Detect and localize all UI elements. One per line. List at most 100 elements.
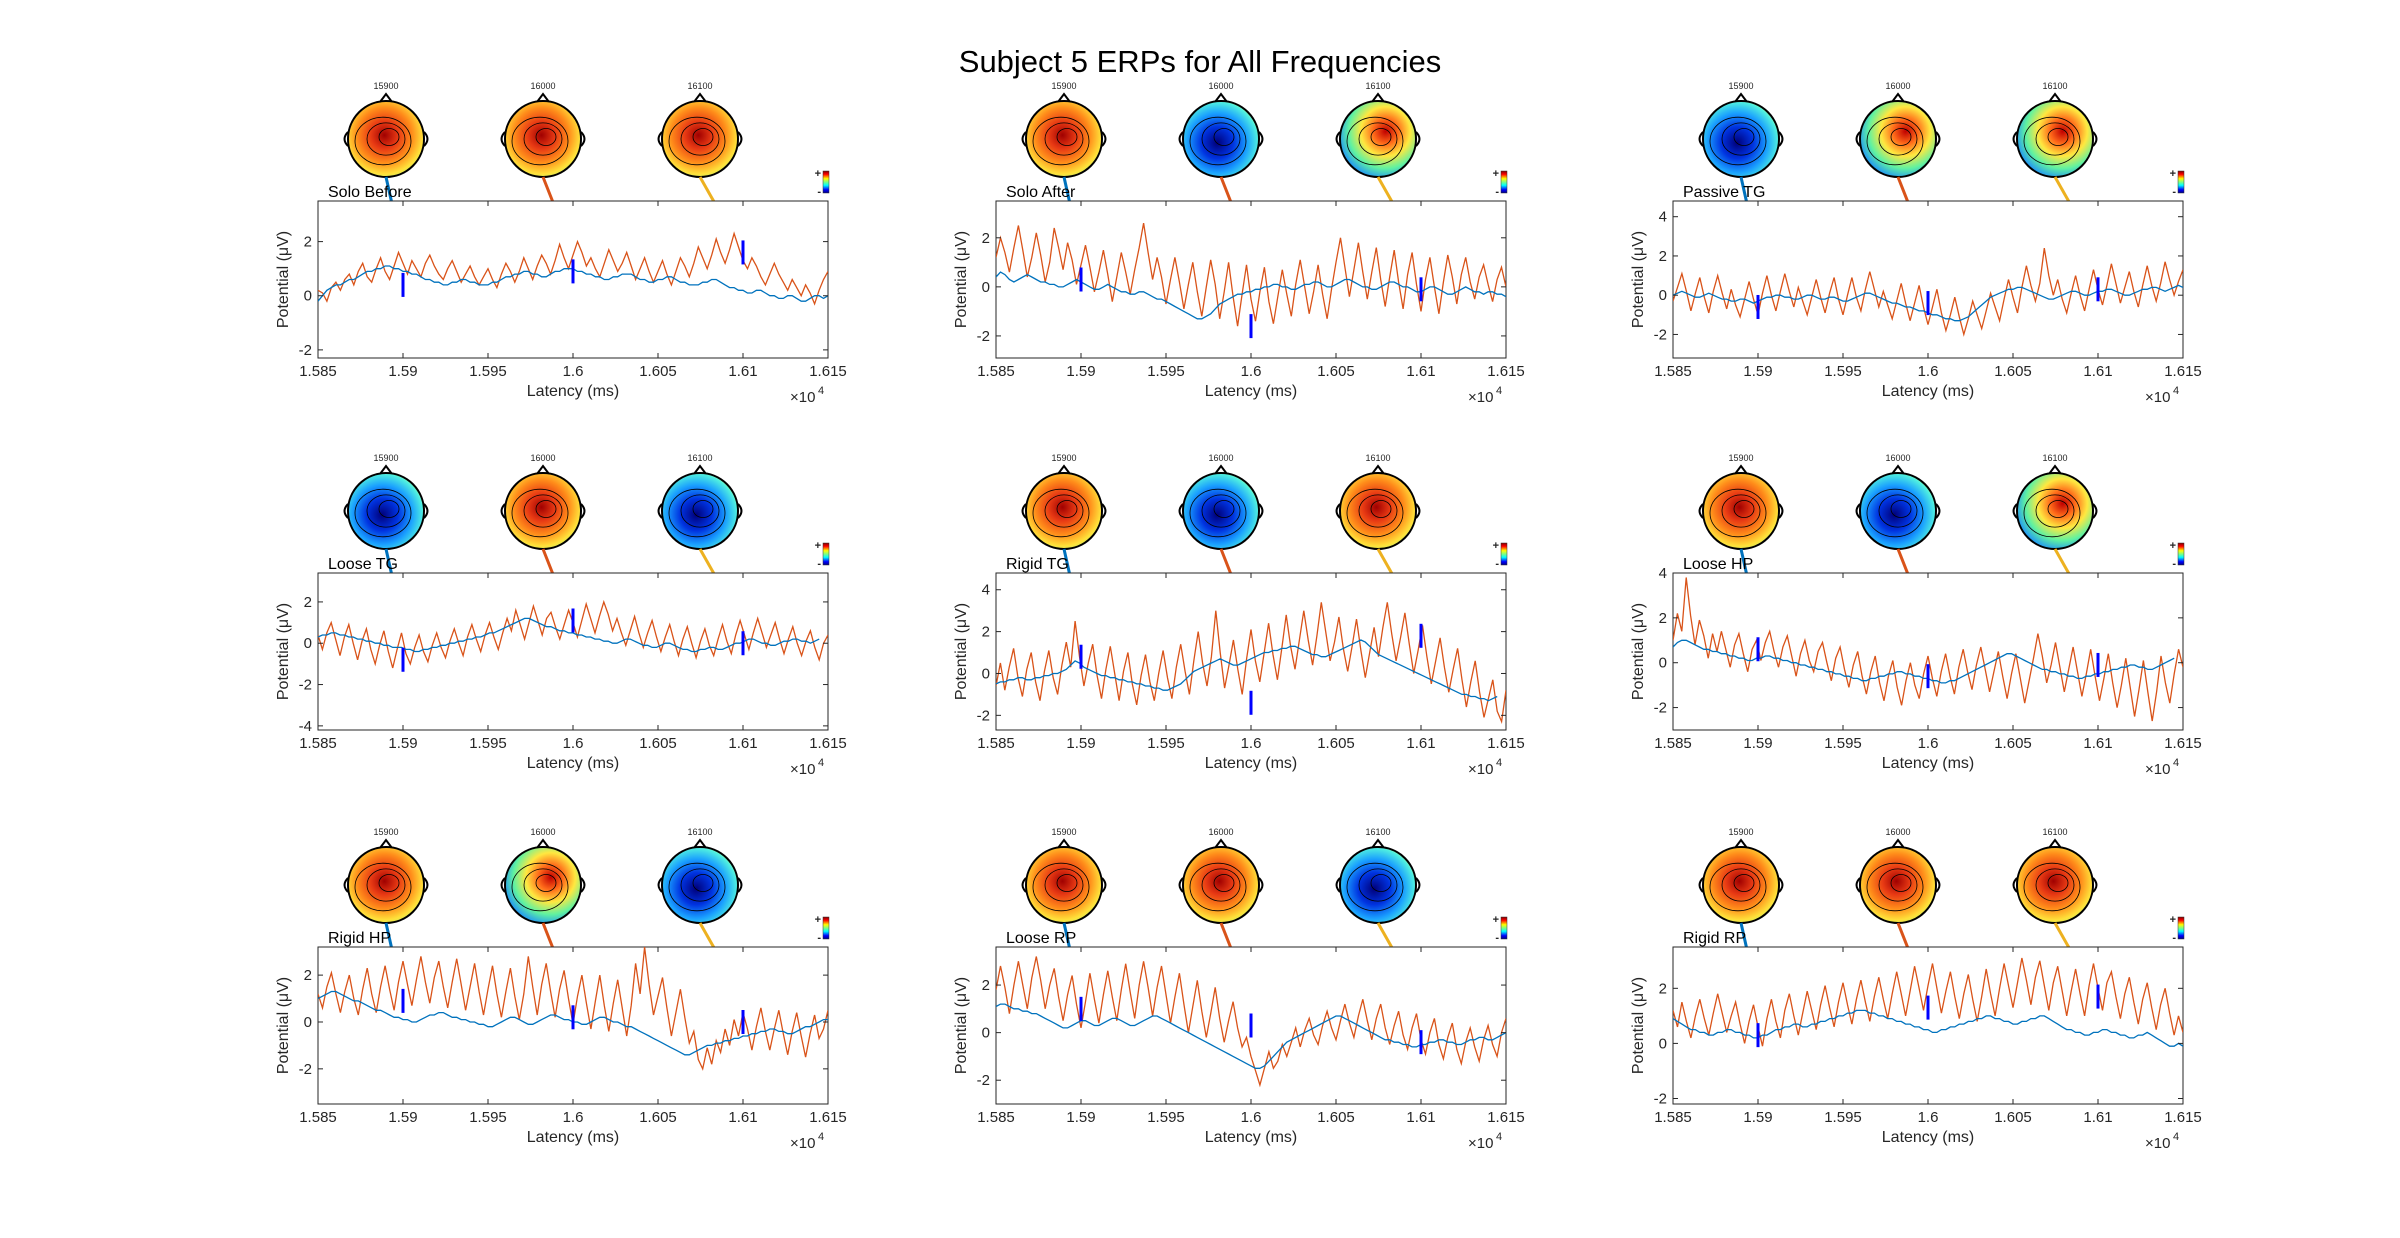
x-tick-label: 1.59 [1743, 735, 1772, 752]
x-tick-label: 1.6 [1241, 735, 1262, 752]
y-tick-label: -2 [977, 328, 990, 345]
y-tick-label: 4 [1659, 209, 1667, 226]
scalp-contour [366, 868, 406, 902]
scalp-left-ear [2012, 503, 2018, 519]
scalp-right-ear [737, 131, 743, 147]
scalp-fill [2017, 101, 2093, 177]
scalp-contour [1890, 128, 1912, 146]
x-tick-label: 1.585 [977, 735, 1015, 752]
erp-series-line [996, 222, 1506, 327]
scalp-time-label: 16000 [1885, 827, 1910, 837]
scalp-map [1855, 464, 1941, 550]
colorbar-minus: - [817, 558, 821, 570]
scalp-map [1698, 838, 1784, 924]
x-exponent-power: 4 [818, 757, 824, 769]
x-tick-label: 1.605 [639, 735, 677, 752]
x-axis-label: Latency (ms) [527, 383, 619, 400]
scalp-time-label: 16000 [530, 81, 555, 91]
scalp-nose [693, 464, 707, 475]
x-tick-label: 1.61 [1406, 363, 1435, 380]
scalp-contour [511, 116, 569, 166]
x-exponent-label: ×10 [2145, 389, 2170, 406]
x-tick-label: 1.615 [1487, 363, 1525, 380]
x-tick-label: 1.615 [809, 735, 847, 752]
scalp-contour [1358, 122, 1398, 156]
scalp-contour [1032, 862, 1090, 912]
scalp-left-ear [1021, 877, 1027, 893]
scalp-contour [1709, 116, 1767, 166]
scalp-right-ear [1935, 503, 1941, 519]
scalp-contour [1213, 128, 1235, 146]
x-tick-label: 1.61 [728, 363, 757, 380]
scalp-contour [1056, 128, 1078, 146]
x-tick-label: 1.615 [1487, 735, 1525, 752]
y-tick-label: 2 [304, 967, 312, 984]
scalp-contour [668, 116, 726, 166]
y-tick-label: 4 [982, 582, 990, 599]
scalp-contour [1709, 488, 1767, 538]
panel-title: Rigid RP [1683, 930, 1746, 947]
erp-panel: 15900 16000 16100 + - 1.585 1.59 1.595 1.6 1.605 1… [275, 827, 847, 1152]
axes-box [317, 572, 829, 731]
y-tick-label: 0 [304, 635, 312, 652]
scalp-contour [2023, 116, 2081, 166]
x-tick-label: 1.595 [1824, 1109, 1862, 1126]
x-axis-label: Latency (ms) [1205, 755, 1297, 772]
scalp-right-ear [1101, 503, 1107, 519]
colorbar-plus: + [1493, 168, 1499, 180]
x-tick-label: 1.59 [1066, 1109, 1095, 1126]
scalp-fill [1703, 101, 1779, 177]
scalp-contour [692, 874, 714, 892]
scalp-contour [1878, 868, 1918, 902]
scalp-left-ear [1178, 131, 1184, 147]
scalp-map [1335, 464, 1421, 550]
scalp-time-label: 16100 [2042, 827, 2067, 837]
x-exponent-label: ×10 [790, 1135, 815, 1152]
scalp-contour [668, 862, 726, 912]
scalp-contour [2023, 488, 2081, 538]
x-tick-label: 1.585 [299, 735, 337, 752]
scalp-time-label: 16000 [530, 453, 555, 463]
scalp-right-ear [737, 503, 743, 519]
y-axis-label: Potential (μV) [275, 603, 292, 700]
y-tick-label: 0 [304, 1014, 312, 1031]
scalp-map [657, 464, 743, 550]
scalp-contour [511, 488, 569, 538]
scalp-time-label: 15900 [1051, 827, 1076, 837]
scalp-nose [1891, 838, 1905, 849]
x-tick-label: 1.59 [388, 1109, 417, 1126]
scalp-right-ear [1778, 503, 1784, 519]
scalp-left-ear [1698, 131, 1704, 147]
colorbar [2177, 170, 2185, 194]
scalp-nose [1371, 838, 1385, 849]
colorbar-minus: - [2172, 186, 2176, 198]
scalp-contour [680, 122, 720, 156]
scalp-contour [1370, 128, 1392, 146]
scalp-contour [378, 874, 400, 892]
x-tick-label: 1.605 [1317, 363, 1355, 380]
scalp-time-label: 15900 [1051, 81, 1076, 91]
scalp-nose [379, 464, 393, 475]
scalp-nose [379, 92, 393, 103]
scalp-time-label: 16000 [1885, 453, 1910, 463]
x-axis-label: Latency (ms) [1205, 1129, 1297, 1146]
scalp-contour [354, 862, 412, 912]
y-tick-label: 0 [1659, 287, 1667, 304]
x-tick-label: 1.59 [1066, 363, 1095, 380]
scalp-contour [1721, 494, 1761, 528]
scalp-left-ear [343, 131, 349, 147]
erp-panel: 15900 16000 16100 + - 1.585 1.59 1.595 1.6 1.605 1… [953, 827, 1525, 1152]
scalp-contour [1213, 500, 1235, 518]
x-tick-label: 1.595 [1824, 735, 1862, 752]
y-axis-label: Potential (μV) [1630, 231, 1647, 328]
scalp-fill [505, 473, 581, 549]
scalp-nose [2048, 464, 2062, 475]
scalp-nose [1891, 92, 1905, 103]
x-tick-label: 1.59 [1743, 1109, 1772, 1126]
panel-title: Loose TG [328, 556, 398, 573]
scalp-left-ear [500, 877, 506, 893]
x-exponent-power: 4 [1496, 757, 1502, 769]
scalp-map [343, 92, 429, 178]
scalp-time-label: 15900 [1728, 453, 1753, 463]
scalp-fill [1703, 847, 1779, 923]
